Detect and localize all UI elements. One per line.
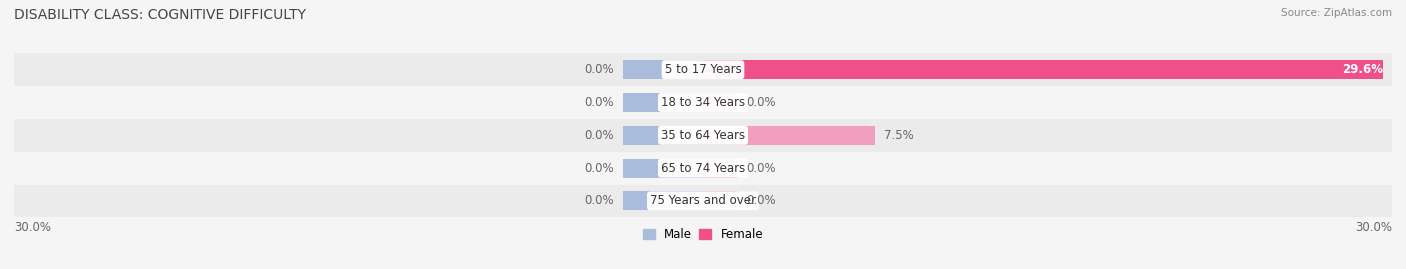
Bar — [623, 192, 703, 210]
Text: 0.0%: 0.0% — [747, 162, 776, 175]
Bar — [623, 60, 703, 79]
Bar — [623, 126, 703, 145]
Bar — [703, 159, 738, 178]
Text: 18 to 34 Years: 18 to 34 Years — [661, 96, 745, 109]
Bar — [14, 152, 1392, 185]
Text: 30.0%: 30.0% — [14, 221, 51, 233]
Text: 65 to 74 Years: 65 to 74 Years — [661, 162, 745, 175]
Bar — [703, 126, 875, 145]
Text: 0.0%: 0.0% — [747, 194, 776, 207]
Bar — [703, 93, 738, 112]
Bar — [14, 53, 1392, 86]
Text: 0.0%: 0.0% — [583, 96, 613, 109]
Text: Source: ZipAtlas.com: Source: ZipAtlas.com — [1281, 8, 1392, 18]
Bar — [703, 60, 1382, 79]
Text: 0.0%: 0.0% — [583, 129, 613, 142]
Bar — [623, 159, 703, 178]
Text: 30.0%: 30.0% — [1355, 221, 1392, 233]
Bar — [14, 119, 1392, 152]
Bar — [14, 86, 1392, 119]
Text: 0.0%: 0.0% — [583, 162, 613, 175]
Text: 0.0%: 0.0% — [583, 63, 613, 76]
Text: 75 Years and over: 75 Years and over — [650, 194, 756, 207]
Text: 5 to 17 Years: 5 to 17 Years — [665, 63, 741, 76]
Bar — [14, 185, 1392, 217]
Bar — [703, 192, 738, 210]
Text: 0.0%: 0.0% — [747, 96, 776, 109]
Text: 0.0%: 0.0% — [583, 194, 613, 207]
Text: DISABILITY CLASS: COGNITIVE DIFFICULTY: DISABILITY CLASS: COGNITIVE DIFFICULTY — [14, 8, 307, 22]
Text: 35 to 64 Years: 35 to 64 Years — [661, 129, 745, 142]
Bar — [623, 93, 703, 112]
Text: 29.6%: 29.6% — [1341, 63, 1382, 76]
Legend: Male, Female: Male, Female — [638, 223, 768, 246]
Text: 7.5%: 7.5% — [884, 129, 914, 142]
